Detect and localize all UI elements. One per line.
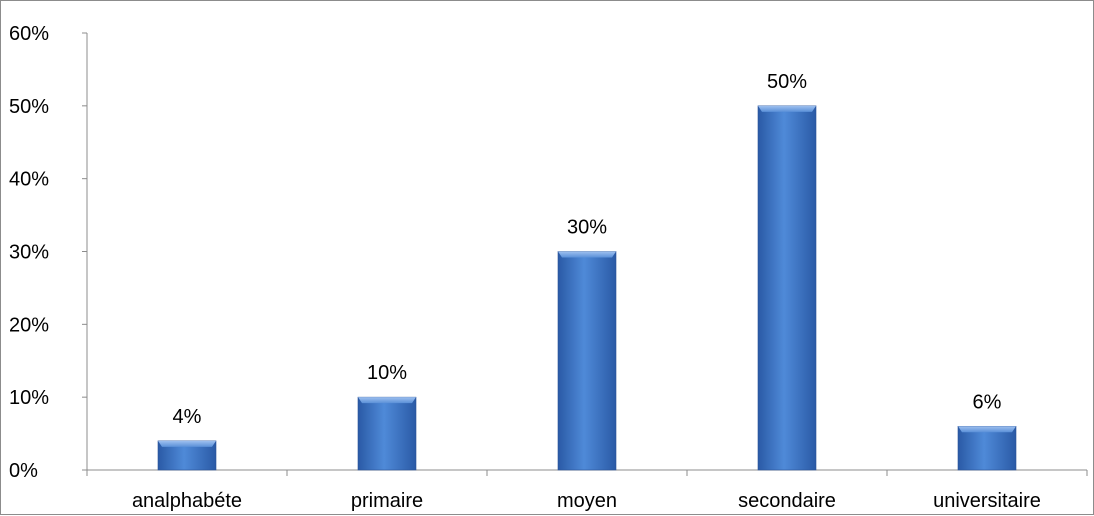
data-label: 10% (367, 362, 407, 384)
y-tick-label: 50% (9, 96, 49, 118)
bar-secondaire (757, 105, 817, 471)
bar-cap (558, 251, 616, 258)
bar-body (557, 251, 617, 471)
y-tick-label: 20% (9, 314, 49, 336)
bar-cap (958, 426, 1016, 433)
data-label: 30% (567, 217, 607, 239)
y-tick-label: 40% (9, 169, 49, 191)
x-axis-ticks (86, 470, 1088, 476)
bar-body (757, 105, 817, 471)
y-axis-ticks: 0% 10% 20% 30% 40% 50% 60% (9, 23, 87, 482)
y-tick-label: 60% (9, 23, 49, 45)
category-labels: analphabéte primaire moyen secondaire univer… (132, 490, 1041, 512)
x-tick-label: moyen (557, 490, 617, 512)
data-label: 6% (973, 391, 1002, 413)
bar-moyen (557, 251, 617, 471)
bar-universitaire (957, 425, 1017, 471)
bar-analphabéte (157, 440, 217, 471)
data-label: 4% (173, 406, 202, 428)
data-label: 50% (767, 71, 807, 93)
bar-cap (758, 105, 816, 112)
x-tick-label: universitaire (933, 490, 1041, 512)
y-tick-label: 0% (9, 460, 38, 482)
bar-primaire (357, 396, 417, 471)
bar-body (957, 425, 1017, 471)
bars (157, 105, 1017, 471)
data-labels: 4% 10% 30% 50% 6% (173, 71, 1002, 428)
bar-cap (358, 397, 416, 404)
y-tick-label: 30% (9, 242, 49, 264)
bar-cap (158, 440, 216, 447)
x-tick-label: analphabéte (132, 490, 242, 512)
x-tick-label: primaire (351, 490, 423, 512)
bar-body (357, 396, 417, 471)
x-tick-label: secondaire (738, 490, 836, 512)
y-tick-label: 10% (9, 387, 49, 409)
